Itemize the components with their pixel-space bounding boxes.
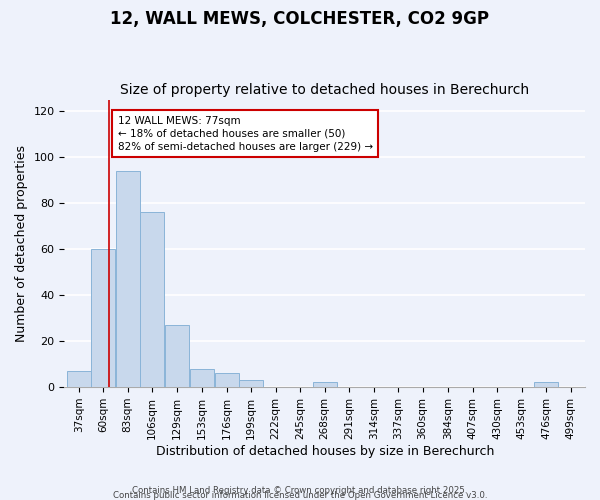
Text: Contains public sector information licensed under the Open Government Licence v3: Contains public sector information licen… — [113, 491, 487, 500]
Bar — [313, 382, 337, 387]
Bar — [534, 382, 558, 387]
Title: Size of property relative to detached houses in Berechurch: Size of property relative to detached ho… — [120, 83, 529, 97]
Y-axis label: Number of detached properties: Number of detached properties — [15, 145, 28, 342]
Text: 12, WALL MEWS, COLCHESTER, CO2 9GP: 12, WALL MEWS, COLCHESTER, CO2 9GP — [110, 10, 490, 28]
X-axis label: Distribution of detached houses by size in Berechurch: Distribution of detached houses by size … — [155, 444, 494, 458]
Bar — [239, 380, 263, 387]
Text: Contains HM Land Registry data © Crown copyright and database right 2025.: Contains HM Land Registry data © Crown c… — [132, 486, 468, 495]
Text: 12 WALL MEWS: 77sqm
← 18% of detached houses are smaller (50)
82% of semi-detach: 12 WALL MEWS: 77sqm ← 18% of detached ho… — [118, 116, 373, 152]
Bar — [140, 212, 164, 387]
Bar — [91, 249, 115, 387]
Bar — [215, 374, 239, 387]
Bar — [190, 368, 214, 387]
Bar — [116, 171, 140, 387]
Bar — [164, 325, 189, 387]
Bar — [67, 371, 91, 387]
